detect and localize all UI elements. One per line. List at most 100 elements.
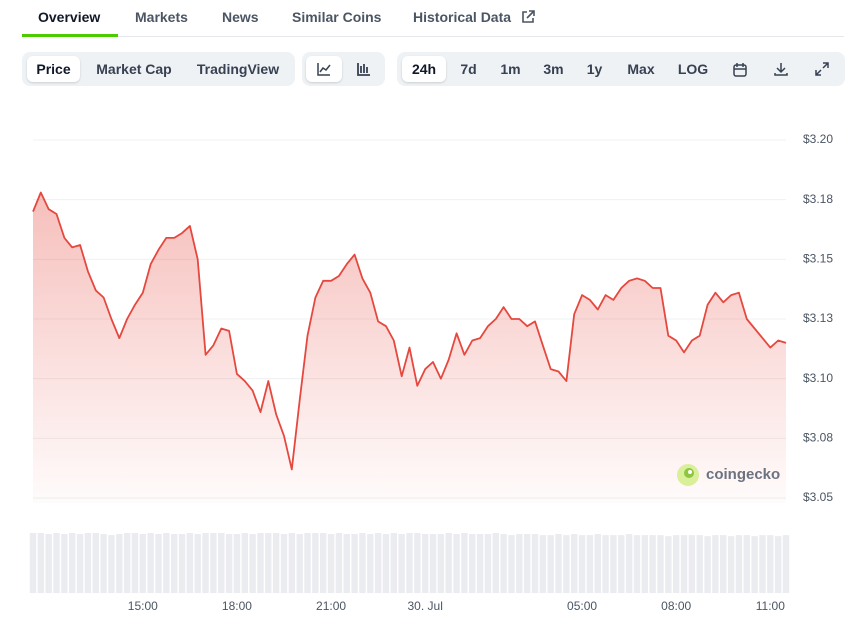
- volume-bar: [625, 534, 633, 593]
- volume-bar: [288, 533, 296, 593]
- tab[interactable]: Similar Coins: [292, 9, 382, 25]
- fullscreen-icon[interactable]: [814, 61, 830, 77]
- volume-bar: [100, 534, 107, 593]
- volume-bar: [445, 533, 452, 593]
- volume-bar: [492, 533, 499, 593]
- volume-bar: [453, 534, 460, 593]
- volume-bar: [69, 533, 76, 593]
- volume-bar: [131, 533, 139, 593]
- range-group: 24h 7d 1m 3m 1y Max LOG: [397, 52, 845, 86]
- button[interactable]: 7d: [460, 61, 477, 77]
- volume-bar: [578, 535, 586, 593]
- volume-bar: [249, 534, 256, 593]
- volume-bar: [108, 535, 115, 593]
- button[interactable]: Price: [27, 56, 80, 82]
- volume-bar: [618, 535, 625, 593]
- button[interactable]: LOG: [677, 61, 709, 77]
- volume-bar: [421, 534, 429, 593]
- line-view-button[interactable]: [306, 56, 342, 82]
- volume-bar: [437, 534, 445, 593]
- volume-bar: [265, 533, 272, 593]
- volume-bar: [163, 533, 170, 593]
- x-tick-label: 21:00: [316, 599, 346, 613]
- volume-bar: [406, 533, 413, 593]
- volume-bar: [139, 534, 147, 593]
- volume-bar: [210, 533, 217, 593]
- volume-bar: [53, 533, 60, 593]
- y-tick-label: $3.20: [803, 132, 833, 146]
- volume-bar: [37, 533, 45, 593]
- volume-bar: [61, 534, 68, 593]
- line-icon: [317, 63, 331, 76]
- button[interactable]: TradingView: [196, 61, 280, 77]
- volume-bar: [657, 535, 664, 593]
- candle-view-button[interactable]: [346, 56, 382, 82]
- plot: $3.05 $3.08 $3.10 $3.13 $3.15 $3.18 $3.20 15:00…: [29, 132, 833, 613]
- volume-bar: [500, 534, 507, 593]
- volume-bar: [29, 533, 37, 593]
- y-tick-label: $3.18: [803, 192, 833, 206]
- volume-bar: [225, 534, 233, 593]
- volume-bar: [178, 534, 186, 593]
- y-tick-label: $3.15: [803, 252, 833, 266]
- tab[interactable]: Overview: [38, 9, 101, 25]
- volume-bar: [414, 533, 421, 593]
- volume-bar: [594, 534, 601, 593]
- volume-bar: [84, 533, 92, 593]
- volume-bar: [610, 535, 617, 593]
- y-tick-label: $3.13: [803, 311, 833, 325]
- volume-bar: [782, 535, 790, 593]
- volume-bar: [257, 533, 264, 593]
- volume-bar: [123, 533, 131, 593]
- button[interactable]: 1y: [586, 61, 603, 77]
- volume-bar: [147, 533, 154, 593]
- button[interactable]: Market Cap: [96, 61, 172, 77]
- y-tick-label: $3.05: [803, 490, 833, 504]
- volume-bar: [586, 535, 594, 593]
- chart-type-group: Price Market Cap TradingView: [22, 52, 295, 86]
- volume-bar: [304, 533, 311, 593]
- volume-bar: [461, 533, 468, 593]
- x-tick-label: 11:00: [756, 599, 785, 613]
- volume-bar: [547, 535, 554, 593]
- volume-bar: [516, 534, 523, 593]
- button[interactable]: 3m: [543, 61, 564, 77]
- volume-bar: [374, 533, 382, 593]
- volume-bar: [320, 533, 327, 593]
- volume-bar: [351, 534, 358, 593]
- volume-bar: [170, 534, 178, 593]
- volume-bar: [680, 535, 688, 593]
- volume-bar: [429, 534, 437, 593]
- volume-bar: [367, 534, 374, 593]
- x-tick-label: 18:00: [222, 599, 252, 613]
- button[interactable]: 1m: [500, 61, 521, 77]
- tab[interactable]: Markets: [135, 9, 188, 25]
- volume-bar: [92, 533, 99, 593]
- volume-bar: [218, 533, 225, 593]
- button[interactable]: 24h: [402, 56, 446, 82]
- volume-bar: [602, 535, 609, 593]
- volume-bar: [202, 533, 209, 593]
- volume-bar: [272, 533, 280, 593]
- volume-bar: [712, 535, 719, 593]
- view-group: [302, 52, 385, 86]
- volume-bar: [759, 535, 766, 593]
- external-icon: [522, 10, 535, 23]
- tab[interactable]: Historical Data: [413, 9, 512, 25]
- y-tick-label: $3.08: [803, 431, 833, 445]
- tab[interactable]: News: [222, 9, 259, 25]
- volume-bar: [155, 534, 162, 593]
- volume-bar: [469, 534, 476, 593]
- candle-icon: [357, 63, 370, 76]
- coingecko-logo: [677, 464, 699, 486]
- button[interactable]: Max: [627, 61, 655, 77]
- volume-bar: [327, 534, 335, 593]
- volume-bar: [531, 534, 539, 593]
- download-icon[interactable]: [773, 61, 789, 77]
- volume-bar: [704, 536, 711, 593]
- volume-bar: [672, 535, 680, 593]
- volume-bar: [649, 535, 656, 593]
- volume-bar: [280, 534, 288, 593]
- calendar-icon[interactable]: [732, 62, 748, 78]
- volume-bar: [335, 533, 343, 593]
